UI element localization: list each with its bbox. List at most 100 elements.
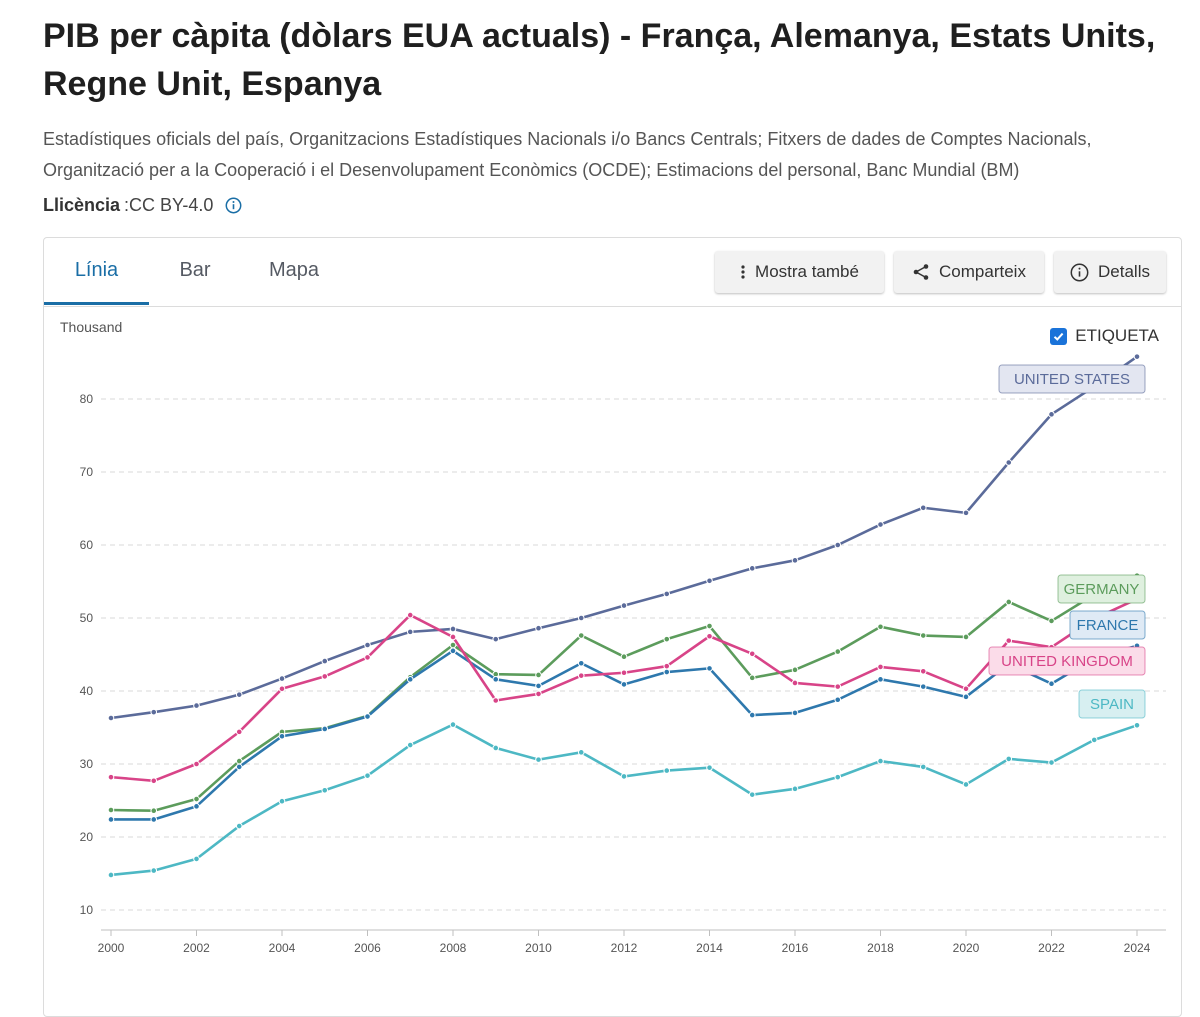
data-point [107,871,115,879]
series-label-box [1069,610,1146,640]
data-point [919,667,927,675]
data-point [193,803,200,810]
data-point [1048,617,1055,625]
data-point [449,721,457,728]
series-label-text: UNITED KINGDOM [1001,653,1133,670]
data-point [150,807,158,815]
tab-bar[interactable]: Bar [179,259,211,281]
source-text: Estadístiques oficials del país, Organit… [43,129,1092,180]
data-point [620,773,628,780]
data-point [663,635,671,643]
series-label-box [988,646,1146,676]
data-point [1048,411,1055,418]
data-point [877,623,884,631]
x-tick-label: 2002 [183,941,210,955]
data-point [919,763,927,771]
data-point [791,785,799,793]
data-point [962,781,970,788]
y-unit-label: Thousand [60,319,123,335]
data-point [791,666,799,674]
data-point [449,633,457,641]
tab-map[interactable]: Mapa [268,259,320,281]
data-point [535,682,542,690]
share-button[interactable]: Comparteix [894,251,1044,293]
x-tick-label: 2012 [611,941,638,955]
data-point [1048,680,1055,688]
page-title: PIB per càpita (dòlars EUA actuals) - Fr… [43,17,1156,103]
data-point [620,653,628,660]
data-point [577,659,585,667]
data-point [235,757,243,765]
label-checkbox[interactable] [1050,327,1068,345]
details-button[interactable]: Detalls [1054,251,1166,293]
series-germany [107,572,1141,815]
data-point [877,676,884,683]
y-tick-label: 40 [80,684,94,698]
data-point [150,708,158,716]
series-france [107,642,1141,823]
data-point [663,662,671,670]
series-label-france: FRANCE [1069,610,1146,640]
data-point [321,673,329,680]
line-chart: 10 20 30 40 50 60 70 80 2000 2002 2004 2006 2008 2010… [80,353,1166,955]
label-toggle-text: ETIQUETA [1075,326,1159,345]
data-point [962,685,970,693]
tab-line[interactable]: Línia [44,238,149,305]
x-tick-label: 2006 [354,941,381,955]
data-point [406,676,414,683]
data-point [1005,598,1013,606]
data-point [364,713,371,720]
data-point [364,641,371,649]
data-point [620,669,628,677]
series-line [110,597,1138,783]
data-point [150,867,158,874]
data-point [748,650,756,658]
data-point [535,690,542,698]
data-point [492,697,500,704]
data-point [406,741,414,749]
data-point [107,806,115,814]
series-spain [107,721,1141,879]
data-point [834,773,842,781]
series-label-box [1078,689,1146,719]
data-point [791,679,799,687]
data-point [577,632,585,639]
data-point [193,760,200,768]
series-label-germany: GERMANY [1057,574,1146,604]
data-point [1005,637,1013,644]
data-point [449,641,457,649]
info-circle-icon[interactable] [225,197,242,214]
data-point [1133,353,1141,360]
data-point [577,672,585,679]
data-point [834,541,842,549]
chart-card: Línia Bar Mapa Mostra també Comparteix D… [43,237,1182,1017]
share-icon [912,263,930,281]
data-point [278,685,286,693]
y-tick-label: 10 [80,903,94,917]
x-tick-label: 2022 [1038,941,1065,955]
data-point [278,797,286,805]
license-label: Llicència [43,195,121,215]
data-point [919,683,927,690]
data-point [962,693,970,701]
data-point [150,777,158,785]
y-tick-label: 20 [80,830,94,844]
data-point [962,633,970,641]
data-point [278,675,286,682]
y-tick-label: 30 [80,757,94,771]
data-point [877,663,884,671]
x-tick-label: 2024 [1124,941,1151,955]
data-point [406,628,414,636]
y-tick-label: 70 [80,465,94,479]
series-label-text: UNITED STATES [1014,371,1130,388]
series-label-spain: SPAIN [1078,689,1146,719]
data-point [706,577,713,585]
data-point [193,702,200,709]
show-also-button[interactable]: Mostra també [715,251,884,293]
data-point [663,767,671,774]
label-toggle[interactable]: ETIQUETA [1050,326,1159,346]
data-point [235,822,243,830]
data-point [834,696,842,704]
data-point [748,565,756,572]
data-point [107,773,115,781]
